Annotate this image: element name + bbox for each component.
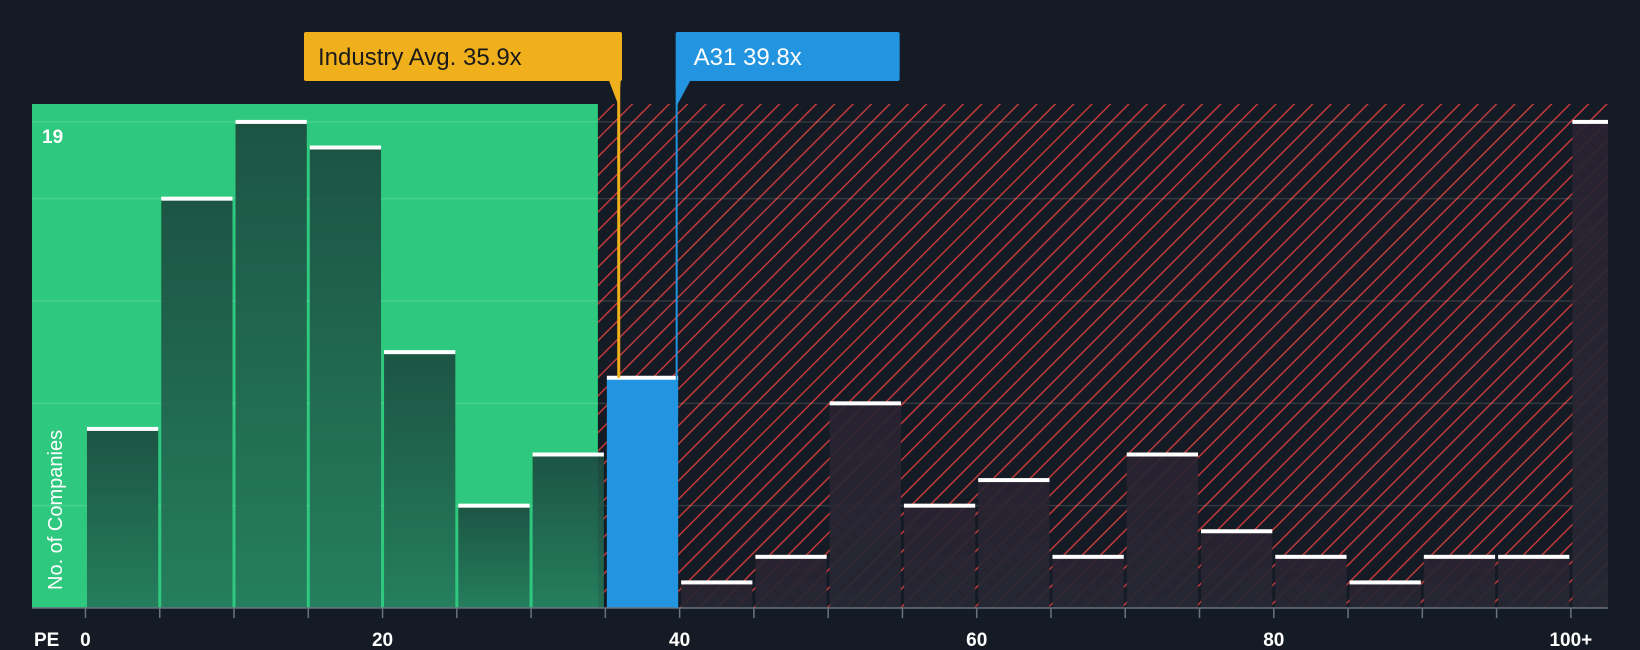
bar-35-40 [606, 377, 679, 608]
bar-60-65 [978, 480, 1050, 608]
bar-75-80 [1201, 531, 1273, 608]
bar-cap-100-102.5 [1572, 119, 1608, 124]
bar-90-95 [1423, 556, 1496, 608]
bar-20-25 [384, 352, 456, 608]
bar-cap-85-90 [1349, 580, 1421, 585]
company-pe-marker: A31 39.8x [675, 32, 900, 608]
bar-65-70 [1052, 556, 1124, 608]
bar-55-60 [903, 505, 976, 608]
x-axis-label: PE [34, 630, 59, 650]
industry-average-label: Industry Avg. 35.9x [318, 44, 522, 71]
bar-cap-70-75 [1126, 452, 1199, 457]
bar-85-90 [1349, 582, 1421, 608]
bar-95-100 [1498, 556, 1570, 608]
bar-cap-5-10 [161, 196, 233, 201]
bar-cap-95-100 [1498, 554, 1570, 559]
bar-cap-10-15 [235, 119, 307, 124]
bar-cap-25-30 [458, 503, 530, 508]
bar-5-10 [161, 198, 233, 608]
company-pe-callout [675, 32, 900, 81]
bar-15-20 [309, 147, 382, 609]
bar-cap-20-25 [384, 350, 456, 355]
bar-80-85 [1275, 556, 1347, 608]
bar-cap-35-40 [606, 375, 679, 380]
industry-average-marker: Industry Avg. 35.9x [304, 32, 622, 378]
bar-45-50 [755, 556, 827, 608]
x-tick-label: 80 [1263, 630, 1284, 650]
overvalued-zone [597, 104, 1608, 608]
bar-cap-65-70 [1052, 554, 1124, 559]
bar-cap-30-35 [532, 452, 604, 457]
bar-cap-45-50 [755, 554, 827, 559]
bar-70-75 [1126, 454, 1199, 608]
company-pe-label: A31 39.8x [694, 44, 802, 71]
bar-0-5 [86, 428, 159, 608]
y-axis-label: No. of Companies [45, 430, 67, 590]
x-tick-label: 40 [669, 630, 690, 650]
industry-average-pointer [608, 80, 621, 106]
x-tick-label: 100+ [1549, 630, 1592, 650]
bar-50-55 [829, 403, 901, 608]
bar-cap-50-55 [829, 401, 901, 406]
industry-average-callout [304, 32, 622, 81]
x-axis-ticks: 0 20 40 60 80 100+ [80, 608, 1592, 650]
bar-cap-0-5 [86, 426, 159, 431]
bar-25-30 [458, 505, 530, 608]
bar-40-45 [681, 582, 753, 608]
bar-cap-60-65 [978, 478, 1050, 483]
x-tick-label: 20 [372, 630, 393, 650]
bar-cap-75-80 [1201, 529, 1273, 534]
bar-cap-80-85 [1275, 554, 1347, 559]
x-tick-label: 0 [80, 630, 91, 650]
bar-cap-40-45 [681, 580, 753, 585]
bar-100-102.5 [1572, 121, 1608, 608]
x-tick-label: 60 [966, 630, 987, 650]
bar-cap-15-20 [309, 145, 382, 150]
company-pe-pointer [675, 80, 691, 106]
bar-cap-55-60 [903, 503, 976, 508]
bar-10-15 [235, 121, 307, 608]
histogram-bars [86, 119, 1608, 609]
y-max-label: 19 [42, 127, 63, 148]
bar-cap-90-95 [1423, 554, 1496, 559]
bar-30-35 [532, 454, 604, 608]
